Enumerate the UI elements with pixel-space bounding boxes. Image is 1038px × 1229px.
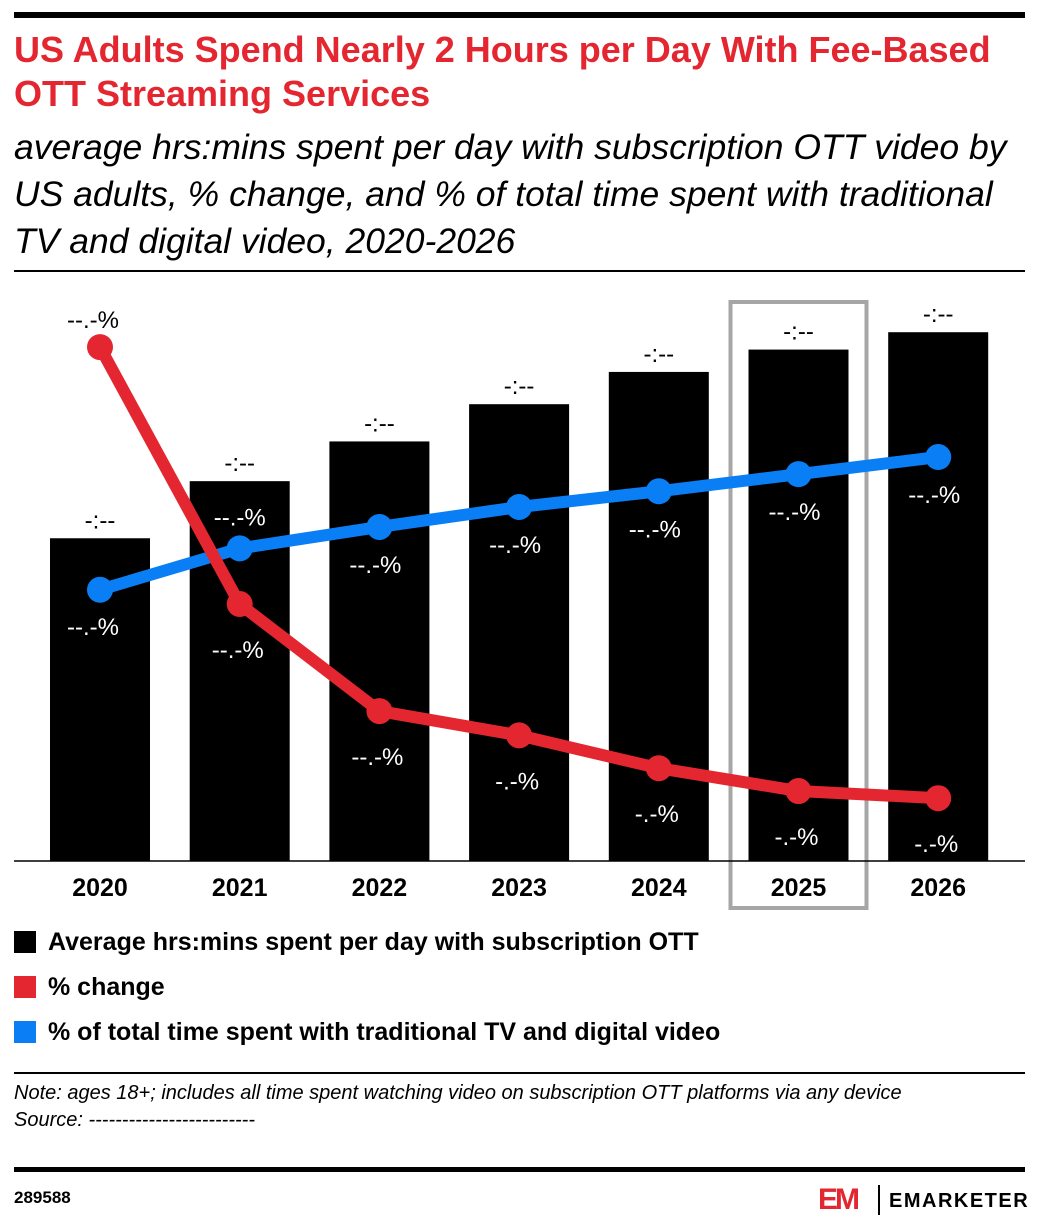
- legend-item-share: % of total time spent with traditional T…: [14, 1017, 1014, 1047]
- change-point-2024: [645, 755, 672, 782]
- change-label-2025: -.-%: [775, 824, 819, 851]
- change-label-2022: --.-%: [351, 744, 403, 771]
- share-point-2021: [226, 535, 253, 562]
- subtitle-rule: [14, 270, 1025, 272]
- change-point-2026: [925, 785, 952, 812]
- chart-id: 289588: [14, 1188, 71, 1207]
- change-label-2024: -.-%: [635, 801, 679, 828]
- share-label-2020: --.-%: [67, 614, 119, 641]
- highlight-box-2025: [728, 300, 869, 910]
- bar-2023: [469, 404, 570, 861]
- share-point-2022: [366, 513, 393, 540]
- legend-item-change: % change: [14, 972, 1014, 1002]
- chart-title: US Adults Spend Nearly 2 Hours per Day W…: [14, 29, 991, 114]
- bar-2022: [329, 441, 430, 861]
- logo-divider: [878, 1185, 880, 1215]
- x-tick-2021: 2021: [212, 874, 268, 902]
- legend-label: Average hrs:mins spent per day with subs…: [48, 928, 699, 956]
- x-tick-2023: 2023: [491, 874, 547, 902]
- legend-item-average-time: Average hrs:mins spent per day with subs…: [14, 927, 1014, 957]
- source-text: Source: -------------------------: [14, 1109, 255, 1131]
- x-tick-2024: 2024: [631, 874, 687, 902]
- legend-swatch-blue: [14, 1021, 36, 1043]
- change-point-2020: [87, 334, 113, 361]
- legend-label: % change: [48, 973, 165, 1001]
- bar-label-2021: -:--: [224, 450, 255, 477]
- emarketer-logo: EM EMARKETER: [818, 1183, 1028, 1217]
- bar-label-2022: -:--: [364, 410, 395, 437]
- change-label-2020: --.-%: [67, 307, 119, 334]
- bar-label-2020: -:--: [85, 507, 116, 534]
- share-point-2025: [785, 461, 812, 488]
- x-tick-2020: 2020: [72, 874, 128, 902]
- bar-2026: [888, 332, 989, 861]
- chart-area: -:-- -:-- -:-- -:-- -:-- -:-- -:-- --.-% --.-% --…: [14, 300, 1025, 910]
- logo-wordmark: EMARKETER: [889, 1190, 1030, 1212]
- footer-rule: [14, 1167, 1025, 1172]
- top-rule: [14, 12, 1025, 18]
- legend-swatch-black: [14, 931, 36, 953]
- chart-subtitle: average hrs:mins spent per day with subs…: [14, 127, 1007, 261]
- legend-label: % of total time spent with traditional T…: [48, 1018, 721, 1046]
- share-label-2024: --.-%: [629, 516, 681, 543]
- change-label-2021: --.-%: [212, 637, 264, 664]
- share-point-2023: [506, 493, 533, 520]
- bar-2024: [608, 371, 709, 861]
- change-point-2022: [366, 698, 393, 725]
- note-rule: [14, 1072, 1025, 1074]
- bar-label-2025: -:--: [783, 319, 814, 346]
- labels-layer: -:-- -:-- -:-- -:-- -:-- -:-- -:-- --.-% --.-% --…: [67, 301, 960, 858]
- share-point-2024: [645, 478, 672, 505]
- share-label-2023: --.-%: [489, 532, 541, 559]
- share-label-2021: --.-%: [214, 504, 266, 531]
- x-tick-2026: 2026: [910, 874, 966, 902]
- share-label-2026: --.-%: [908, 482, 960, 509]
- change-label-2023: -.-%: [495, 768, 539, 795]
- share-label-2025: --.-%: [769, 499, 821, 526]
- footnote: Note: ages 18+; includes all time spent …: [14, 1080, 1029, 1134]
- bar-label-2026: -:--: [923, 301, 954, 328]
- change-point-2023: [506, 722, 533, 749]
- bar-label-2024: -:--: [643, 341, 674, 368]
- bar-label-2023: -:--: [504, 373, 535, 400]
- legend-swatch-red: [14, 976, 36, 998]
- share-point-2026: [925, 444, 952, 471]
- logo-mark: EM: [818, 1183, 860, 1216]
- change-point-2025: [785, 778, 812, 805]
- x-tick-2025: 2025: [771, 874, 827, 902]
- change-label-2026: -.-%: [914, 831, 958, 858]
- share-point-2020: [87, 576, 113, 603]
- share-label-2022: --.-%: [349, 552, 401, 579]
- bar-2025: [748, 349, 849, 861]
- x-ticks-layer: 2020 2021 2022 2023 2024 2025 2026: [72, 874, 966, 902]
- note-text: Note: ages 18+; includes all time spent …: [14, 1082, 902, 1104]
- change-point-2021: [226, 591, 253, 618]
- x-tick-2022: 2022: [352, 874, 408, 902]
- lines-layer: [87, 334, 952, 812]
